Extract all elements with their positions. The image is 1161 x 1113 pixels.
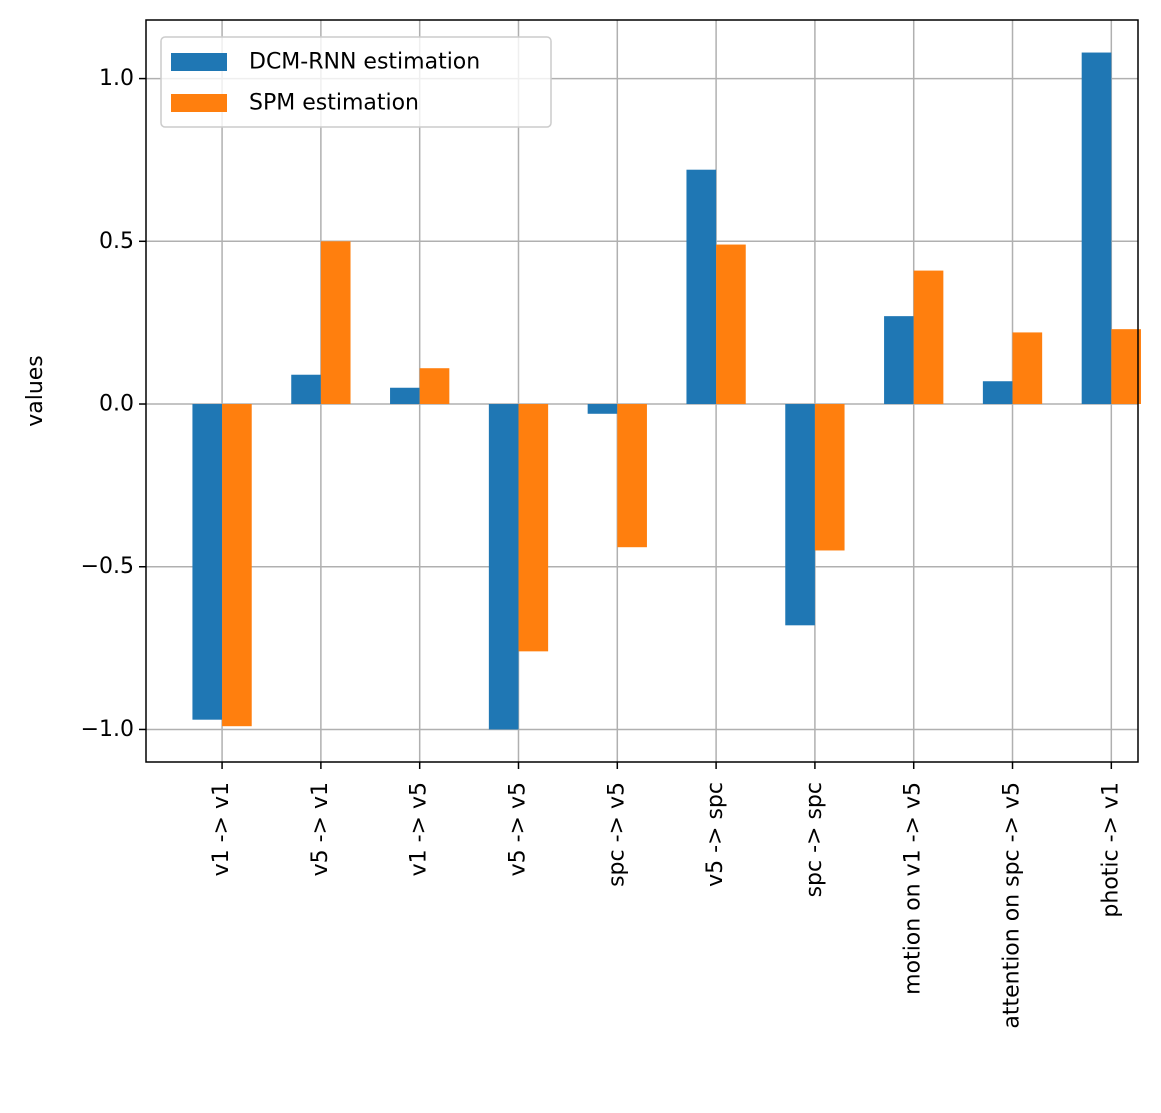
x-grid: [221, 20, 1113, 762]
bar-spm: [518, 404, 549, 652]
y-tick-label: 0.0: [99, 392, 134, 417]
bar-spm: [419, 368, 450, 405]
bar-spm: [814, 404, 845, 551]
x-tick-label: v5 -> spc: [703, 782, 728, 887]
x-tick-label: v1 -> v1: [209, 782, 234, 876]
bar-dcm-rnn: [1081, 52, 1112, 405]
bar-dcm-rnn: [982, 381, 1013, 405]
bar-spm: [913, 270, 944, 405]
y-tick-label: −1.0: [81, 717, 134, 742]
legend: DCM-RNN estimation SPM estimation: [160, 36, 552, 128]
legend-label: DCM-RNN estimation: [249, 50, 480, 75]
bar-dcm-rnn: [686, 169, 717, 405]
plot-frame: [145, 19, 1139, 763]
x-tick-label: spc -> v5: [604, 782, 629, 887]
x-tick-label: motion on v1 -> v5: [901, 782, 926, 995]
bar-spm: [320, 241, 351, 405]
bar-dcm-rnn: [884, 316, 914, 405]
y-axis-label: values: [23, 355, 48, 427]
bar-dcm-rnn: [291, 374, 321, 405]
bar-dcm-rnn: [587, 404, 618, 414]
bar-dcm-rnn: [390, 387, 420, 405]
y-tick-label: 0.5: [99, 229, 134, 254]
bar-spm: [716, 244, 746, 405]
legend-swatch: [171, 53, 227, 71]
bar-spm: [617, 404, 647, 548]
bar-dcm-rnn: [192, 404, 223, 720]
legend-label: SPM estimation: [249, 91, 419, 116]
legend-swatch: [171, 94, 227, 112]
x-axis-ticks: v1 -> v1 v5 -> v1 v1 -> v5 v5 -> v5 spc -> v…: [209, 762, 1123, 1029]
y-axis-ticks: 1.0 0.5 0.0 −0.5 −1.0: [81, 66, 146, 742]
y-tick-label: −0.5: [81, 554, 134, 579]
bars: [192, 52, 1141, 730]
bar-dcm-rnn: [785, 404, 815, 626]
x-tick-label: attention on spc -> v5: [1000, 782, 1025, 1029]
x-tick-label: photic -> v1: [1098, 782, 1123, 918]
bar-dcm-rnn: [488, 404, 519, 730]
x-tick-label: spc -> spc: [802, 782, 827, 897]
x-tick-label: v1 -> v5: [407, 782, 432, 876]
legend-box: [160, 36, 552, 128]
x-tick-label: v5 -> v5: [505, 782, 530, 876]
bar-spm: [222, 404, 252, 727]
y-tick-label: 1.0: [99, 66, 134, 91]
bar-spm: [1012, 332, 1043, 405]
x-tick-label: v5 -> v1: [308, 782, 333, 876]
bar-spm: [1111, 329, 1141, 405]
